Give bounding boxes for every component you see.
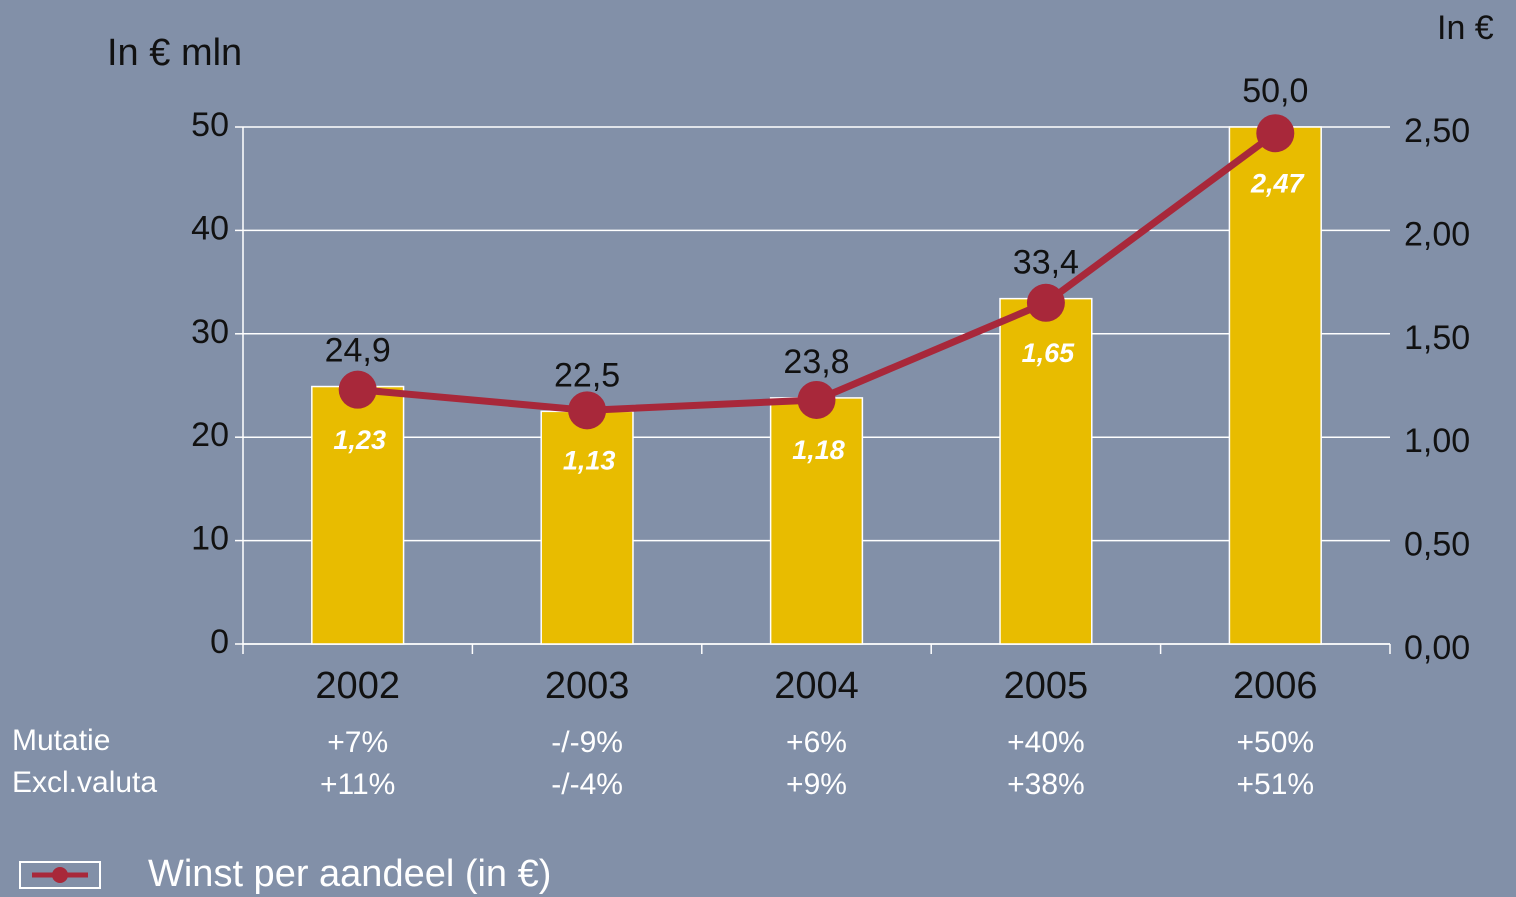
line-value-label: 1,18 (792, 435, 845, 465)
y2-tick-label: 1,00 (1404, 422, 1470, 460)
row-label: Excl.valuta (12, 766, 157, 799)
row-value: +38% (1007, 768, 1085, 801)
y-tick-label: 0 (210, 623, 229, 661)
line-point (1256, 114, 1295, 153)
x-tick-label: 2006 (1233, 665, 1318, 707)
row-value: +11% (320, 768, 395, 801)
bar-value-label: 23,8 (783, 343, 849, 381)
row-value: +50% (1237, 726, 1315, 759)
y2-tick-label: 2,00 (1404, 215, 1470, 253)
y2-tick-label: 2,50 (1404, 112, 1470, 150)
bar-value-label: 22,5 (554, 356, 620, 394)
row-value: +40% (1007, 726, 1085, 759)
row-value: -/-4% (551, 768, 623, 801)
row-value: +7% (327, 726, 388, 759)
y-tick-label: 20 (191, 416, 229, 454)
legend-box (19, 861, 101, 889)
line-value-label: 1,13 (563, 445, 616, 475)
row-value: +6% (786, 726, 847, 759)
y2-tick-label: 1,50 (1404, 319, 1470, 357)
line-point (1026, 283, 1065, 322)
y-tick-label: 10 (191, 520, 229, 558)
row-value: +51% (1237, 768, 1315, 801)
y2-tick-label: 0,50 (1404, 526, 1470, 564)
legend-label: Winst per aandeel (in €) (148, 853, 551, 895)
bar (540, 410, 634, 645)
line-value-label: 1,23 (333, 425, 386, 455)
y2-axis-label: In € (1437, 9, 1494, 47)
legend-marker (52, 867, 68, 883)
bar (311, 385, 405, 645)
row-value: +9% (786, 768, 847, 801)
x-tick-label: 2005 (1004, 665, 1089, 707)
line-point (568, 391, 607, 430)
y-tick-label: 50 (191, 106, 229, 144)
line-value-label: 1,65 (1022, 338, 1076, 368)
bar (1228, 126, 1322, 645)
x-tick-label: 2003 (545, 665, 630, 707)
x-tick-label: 2002 (315, 665, 400, 707)
y-tick-label: 40 (191, 209, 229, 247)
line-point (797, 380, 836, 419)
line-value-label: 2,47 (1250, 168, 1306, 198)
line-point (338, 370, 377, 409)
y-axis-label: In € mln (107, 32, 242, 74)
bar-value-label: 24,9 (325, 332, 391, 370)
bar (769, 397, 864, 645)
y2-tick-label: 0,00 (1404, 629, 1470, 667)
bar-value-label: 50,0 (1242, 72, 1308, 110)
bar-value-label: 33,4 (1013, 244, 1079, 282)
x-tick-label: 2004 (774, 665, 859, 707)
row-label: Mutatie (12, 724, 110, 757)
bar (999, 297, 1093, 645)
y-tick-label: 30 (191, 313, 229, 351)
row-value: -/-9% (551, 726, 623, 759)
